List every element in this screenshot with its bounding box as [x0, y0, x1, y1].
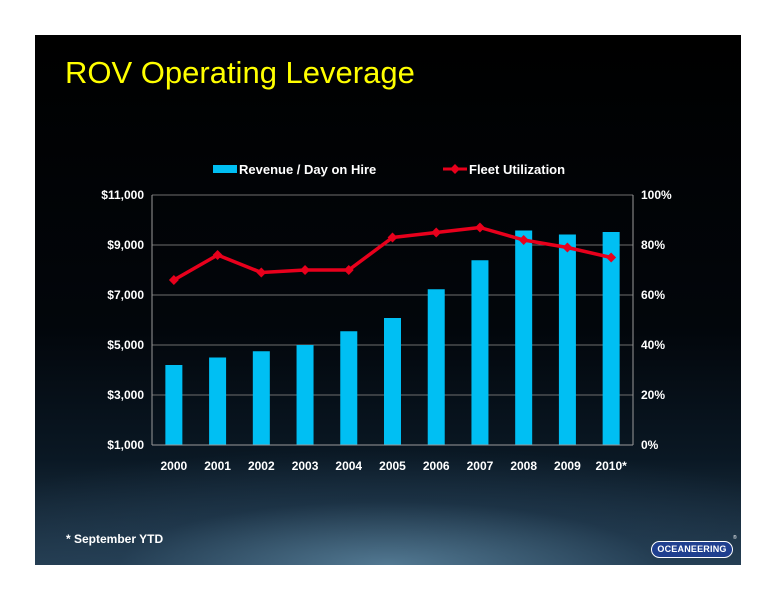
x-tick-label: 2003: [292, 459, 319, 473]
bar: [427, 289, 445, 445]
bar: [252, 351, 270, 445]
legend-swatch-line-marker: [450, 164, 460, 174]
oceaneering-logo: OCEANEERING: [651, 541, 733, 558]
y-right-tick-label: 20%: [641, 388, 665, 402]
y-left-tick-label: $7,000: [107, 288, 144, 302]
bar: [209, 357, 227, 445]
bar: [471, 260, 489, 445]
x-tick-label: 2010*: [595, 459, 627, 473]
y-right-tick-label: 60%: [641, 288, 665, 302]
x-tick-label: 2008: [510, 459, 537, 473]
x-tick-label: 2004: [335, 459, 362, 473]
line-point: [431, 227, 442, 238]
x-tick-label: 2001: [204, 459, 231, 473]
y-right-tick-label: 80%: [641, 238, 665, 252]
bar: [515, 230, 533, 445]
bar: [602, 232, 620, 445]
x-tick-label: 2007: [467, 459, 494, 473]
line-point: [168, 275, 179, 285]
bar: [296, 345, 314, 445]
combo-chart: $1,000 0% $3,000 20% $5,000 40% $7,000 60% $9,00…: [101, 162, 672, 473]
y-left-tick-label: $9,000: [107, 238, 144, 252]
slide-title: ROV Operating Leverage: [65, 55, 415, 90]
x-tick-label: 2009: [554, 459, 581, 473]
x-tick-label: 2005: [379, 459, 406, 473]
line-point: [518, 235, 529, 245]
axes: $1,000 0% $3,000 20% $5,000 40% $7,000 60% $9,00…: [101, 188, 672, 473]
bar: [384, 318, 401, 445]
line-point: [300, 265, 310, 275]
legend-swatch-bar: [213, 165, 237, 173]
legend-label-line: Fleet Utilization: [469, 162, 565, 177]
line-point: [212, 250, 223, 260]
y-left-tick-label: $11,000: [101, 188, 144, 202]
bar: [340, 331, 358, 445]
bar: [165, 365, 183, 445]
y-left-tick-label: $1,000: [107, 438, 144, 452]
y-right-tick-label: 40%: [641, 338, 665, 352]
line-series: [168, 222, 617, 285]
line-point: [606, 252, 617, 263]
logo-trademark: ®: [733, 535, 737, 541]
line-point: [475, 222, 485, 233]
bar: [558, 234, 576, 445]
legend: Revenue / Day on Hire Fleet Utilization: [213, 162, 565, 177]
bar-series: [165, 230, 620, 445]
y-right-tick-label: 0%: [641, 438, 659, 452]
legend-label-bar: Revenue / Day on Hire: [239, 162, 376, 177]
x-tick-label: 2000: [161, 459, 188, 473]
line-point: [562, 242, 573, 253]
footnote: * September YTD: [66, 532, 164, 546]
y-right-tick-label: 100%: [641, 188, 672, 202]
line-point: [387, 232, 398, 243]
line-point: [256, 267, 267, 278]
y-left-tick-label: $3,000: [107, 388, 144, 402]
x-tick-label: 2002: [248, 459, 275, 473]
slide: ROV Operating Leverage $1,000 0% $3,000 20%…: [35, 35, 741, 565]
y-left-tick-label: $5,000: [107, 338, 144, 352]
x-tick-label: 2006: [423, 459, 450, 473]
